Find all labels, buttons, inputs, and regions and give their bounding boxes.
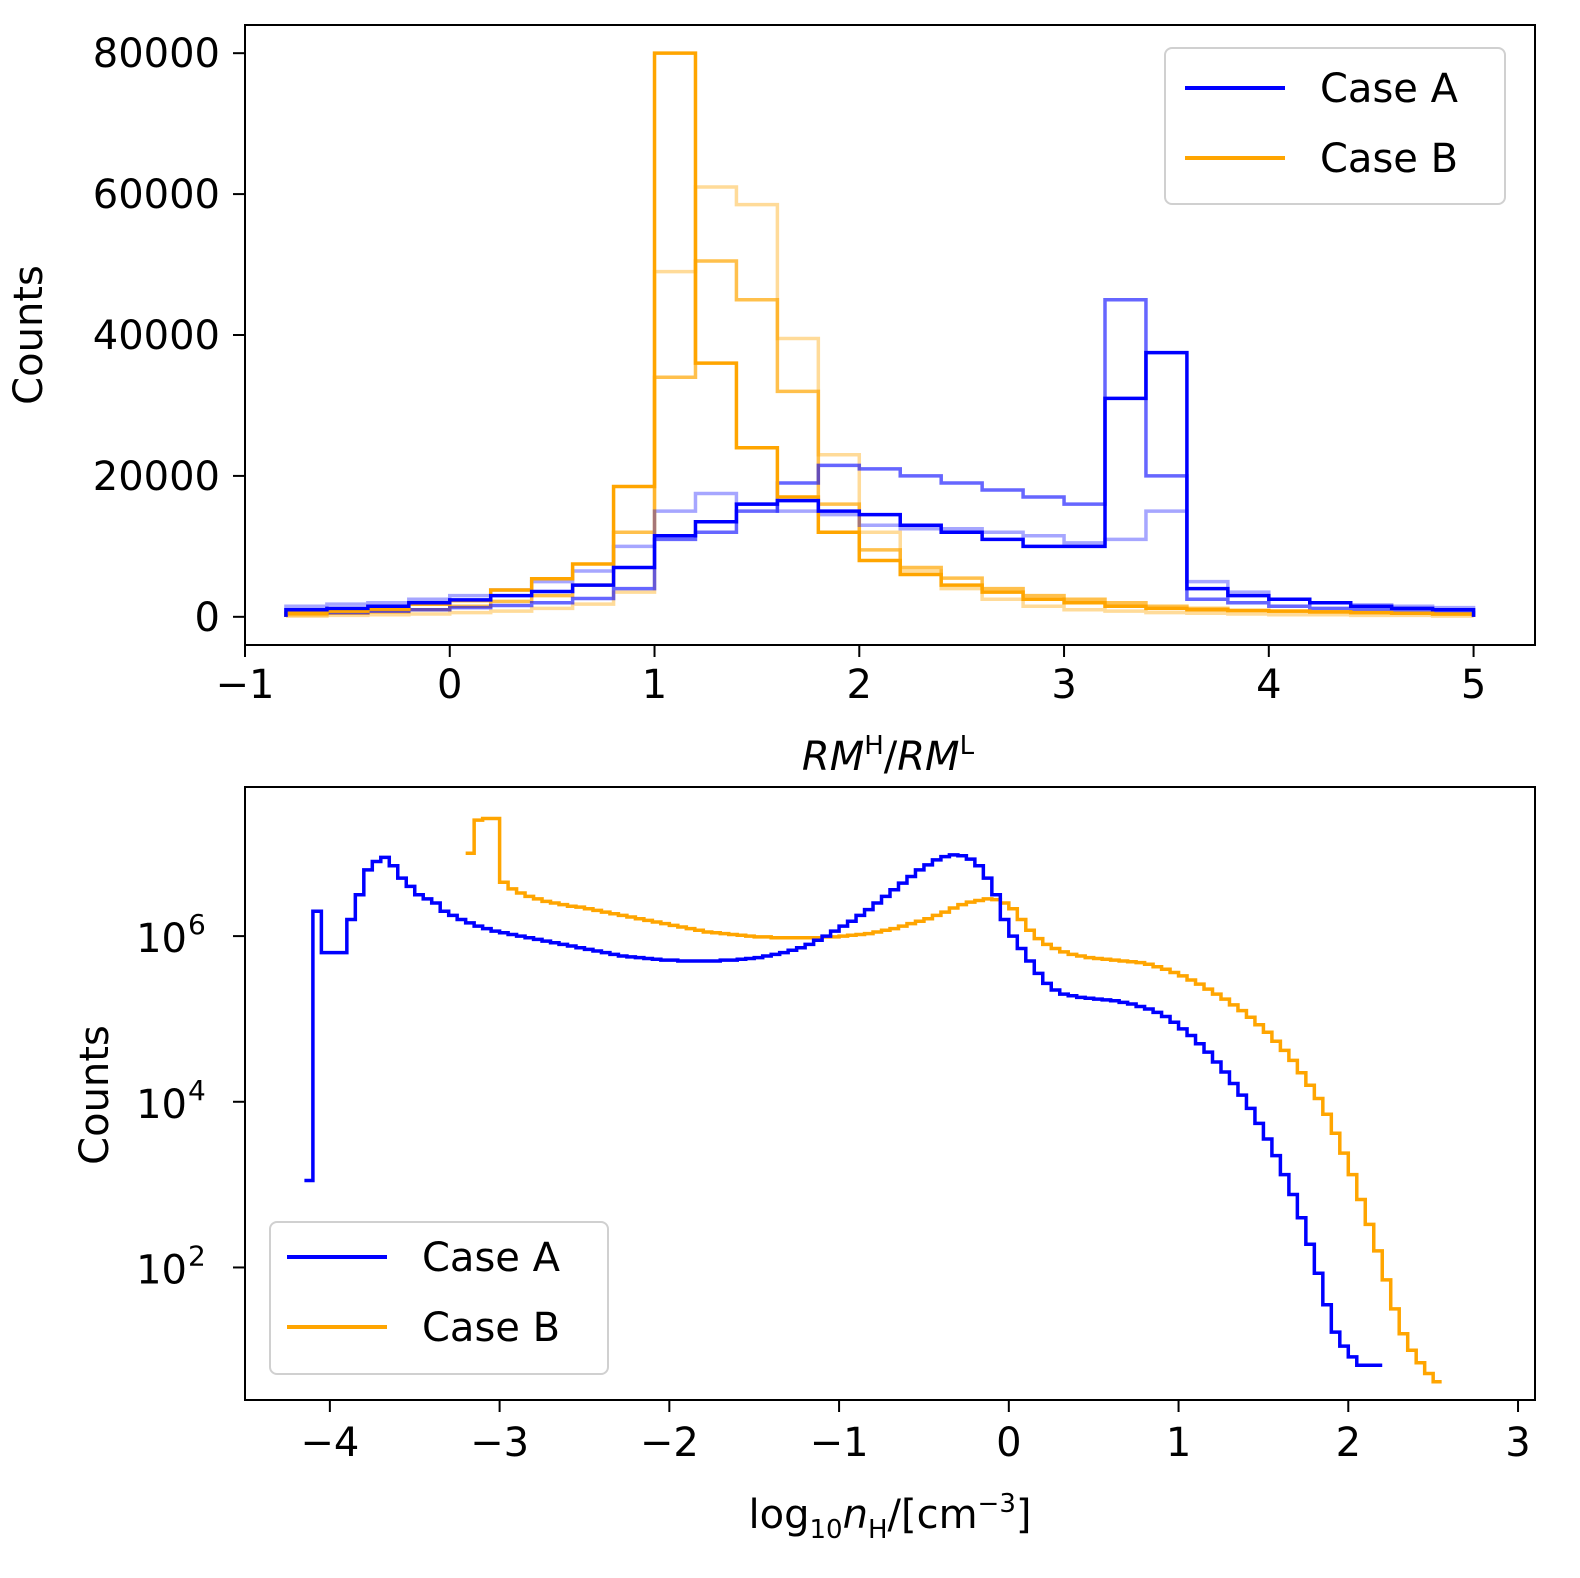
bottom-x-tick-label: 3 <box>1505 1420 1530 1466</box>
bottom-x-tick-label: 0 <box>996 1420 1021 1466</box>
bottom-x-axis-label: log10nH/[cm−3] <box>749 1489 1032 1545</box>
bottom-x-tick-label: −3 <box>470 1420 529 1466</box>
bottom-histograms <box>304 816 1442 1384</box>
bottom-y-tick-exponent: 2 <box>188 1239 206 1272</box>
bottom-x-tick-label: −4 <box>300 1420 359 1466</box>
bottom-y-tick-label: 10 <box>136 916 187 962</box>
bottom-y-tick-label: 10 <box>136 1247 187 1293</box>
top-y-tick-label: 0 <box>195 595 220 641</box>
bottom-x-tick-label: 2 <box>1336 1420 1361 1466</box>
bottom-x-tick-label: 1 <box>1166 1420 1191 1466</box>
top-legend-label-case-a: Case A <box>1320 66 1459 112</box>
top-x-tick-label: 5 <box>1461 662 1486 708</box>
top-x-tick-label: 0 <box>437 662 462 708</box>
top-y-axis-label: Counts <box>6 265 52 405</box>
bottom-histogram-series-0 <box>304 853 1383 1367</box>
bottom-plot-frame <box>244 786 1536 1401</box>
top-x-tick-label: 1 <box>642 662 667 708</box>
top-histograms <box>284 51 1476 618</box>
bottom-legend: Case A Case B <box>269 1221 609 1375</box>
bottom-x-axis-ticks: −4 −3 −2 −1 0 1 2 3 <box>300 1400 1531 1466</box>
top-y-tick-label: 40000 <box>93 313 220 359</box>
top-x-tick-label: 4 <box>1256 662 1281 708</box>
top-x-axis-label: RMH/RML <box>802 731 975 780</box>
top-x-tick-label: 3 <box>1051 662 1076 708</box>
top-y-tick-label: 80000 <box>93 31 220 77</box>
top-x-tick-label: 2 <box>847 662 872 708</box>
top-y-axis-ticks: 0 20000 40000 60000 80000 <box>93 31 245 641</box>
bottom-x-tick-label: −1 <box>810 1420 869 1466</box>
bottom-y-axis-label: Counts <box>72 1025 118 1165</box>
bottom-x-tick-label: −2 <box>640 1420 699 1466</box>
top-histogram-series-5 <box>284 185 1476 618</box>
bottom-legend-box <box>269 1221 609 1375</box>
top-histogram-series-0 <box>284 350 1476 617</box>
top-y-tick-label: 60000 <box>93 172 220 218</box>
bottom-legend-label-case-a: Case A <box>422 1235 561 1281</box>
top-x-axis-ticks: −1 0 1 2 3 4 5 <box>216 645 1486 708</box>
top-chart: −1 0 1 2 3 4 5 0 20000 40000 60000 80000 RMH/RML C… <box>6 24 1536 780</box>
top-histogram-series-1 <box>284 298 1476 617</box>
bottom-y-tick-exponent: 6 <box>188 908 206 941</box>
top-x-tick-label: −1 <box>216 662 275 708</box>
bottom-histogram-series-1 <box>465 816 1442 1384</box>
bottom-y-tick-label: 10 <box>136 1082 187 1128</box>
top-legend: Case A Case B <box>1164 47 1506 205</box>
bottom-y-tick-exponent: 4 <box>188 1074 206 1107</box>
top-y-tick-label: 20000 <box>93 454 220 500</box>
top-legend-label-case-b: Case B <box>1320 136 1458 182</box>
bottom-legend-label-case-b: Case B <box>422 1305 560 1351</box>
